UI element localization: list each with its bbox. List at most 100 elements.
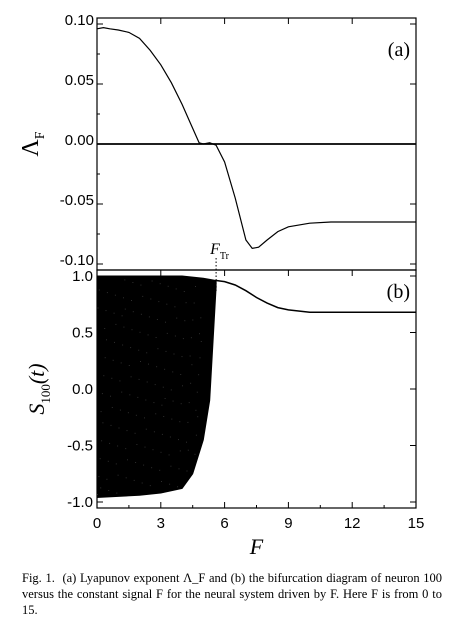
panel-b-texture-point (148, 363, 149, 365)
panel-b-texture-point (156, 366, 158, 368)
panel-b-texture-point (105, 310, 107, 312)
panel-b-texture-point (140, 361, 141, 362)
panel-b-xtick-label: 3 (157, 515, 165, 532)
panel-b-texture-point (133, 479, 135, 481)
panel-b-texture-point (187, 421, 189, 423)
panel-b-texture-point (145, 399, 147, 401)
caption-text: (a) Lyapunov exponent Λ_F and (b) the bi… (22, 571, 443, 617)
panel-b-label: (b) (387, 281, 410, 303)
panel-b-texture-point (145, 428, 147, 430)
panel-b-texture-point (119, 409, 121, 411)
panel-b-xtick-label: 0 (93, 515, 101, 532)
panel-b-texture-point (149, 485, 151, 487)
panel-b-texture-point (189, 355, 191, 357)
panel-b-texture-point (147, 334, 149, 336)
panel-b-texture-point (97, 494, 98, 496)
panel-b-texture-point (125, 477, 127, 479)
panel-b-texture-point (182, 385, 183, 387)
panel-b-texture-point (194, 453, 196, 455)
panel-b-texture-point (150, 298, 152, 300)
panel-b-texture-point (199, 357, 201, 359)
panel-b-texture-point (146, 381, 148, 383)
panel-b-texture-point (172, 371, 174, 373)
panel-b-texture-point (136, 444, 138, 445)
panel-b-texture-point (198, 374, 200, 376)
panel-b-texture-point (177, 486, 179, 488)
panel-b-texture-point (187, 449, 189, 451)
panel-b-texture-point (164, 368, 166, 370)
panel-b-texture-point (100, 411, 102, 413)
panel-b-texture-point (127, 459, 128, 461)
panel-a-lyapunov-curve (96, 26, 416, 250)
panel-b-texture-point (104, 328, 106, 329)
figure-caption: Fig. 1. (a) Lyapunov exponent Λ_F and (b… (22, 570, 442, 618)
figure: 0.10 0.05 0.00 -0.05 -0.10 (a) ΛF 1.0 0.5 0.0 -0.… (18, 12, 424, 559)
panel-b-texture-point (164, 398, 166, 399)
panel-b-texture-point (151, 467, 153, 469)
panel-b-texture-point (110, 395, 111, 397)
panel-b-texture-point (196, 391, 198, 393)
panel-b-texture-point (170, 465, 172, 467)
panel-b-texture-point (102, 422, 104, 424)
panel-b-texture-point (159, 469, 161, 471)
panel-b-texture-point (180, 403, 182, 405)
panel-b-chaotic-band (96, 275, 217, 499)
panel-b-texture-point (139, 331, 141, 333)
panel-b-texture-point (111, 407, 113, 408)
panel-b-texture-point (155, 413, 157, 415)
panel-b-texture-point (161, 404, 163, 406)
panel-b-texture-point (118, 427, 120, 429)
panel-b-texture-point (108, 490, 110, 491)
panel-b-texture-point (168, 454, 170, 456)
panel-b-texture-point (100, 487, 102, 489)
panel-b-texture-point (173, 353, 175, 355)
panel-b-texture-point (98, 476, 100, 478)
panel-a-ytick-label: -0.10 (60, 252, 94, 269)
panel-b-texture-point (184, 320, 186, 322)
panel-b-texture-point (179, 421, 181, 423)
panel-b-texture-point (140, 313, 142, 315)
panel-b-texture-point (119, 380, 121, 382)
panel-b-texture-point (123, 326, 125, 328)
panel-b-texture-point (115, 463, 117, 465)
panel-b-texture-point (134, 432, 136, 434)
panel-b-texture-point (138, 378, 140, 380)
panel-b-texture-point (112, 359, 114, 361)
panel-a-ytick-label: 0.00 (65, 132, 94, 149)
panel-b-texture-point (130, 347, 132, 349)
ftr-annotation: FTr (209, 241, 230, 262)
panel-b-texture-point (199, 333, 200, 335)
panel-b-texture-point (152, 449, 154, 451)
panel-b-fixed-branch (216, 279, 416, 313)
panel-b-texture-point (167, 285, 169, 287)
panel-b-texture-point (135, 414, 137, 416)
panel-b-texture-point (161, 433, 163, 435)
panel-b-texture-point (166, 303, 168, 305)
panel-b-texture-point (169, 483, 171, 485)
panel-b-texture-point (185, 302, 187, 304)
panel-b-texture-point (162, 386, 164, 388)
panel-b-texture-point (131, 329, 133, 331)
panel-b-texture-point (125, 448, 127, 450)
panel-b-texture-point (124, 279, 126, 281)
panel-b-texture-point (200, 341, 202, 342)
panel-b-texture-point (197, 416, 199, 418)
panel-b-texture-point (154, 384, 156, 386)
panel-b-texture-point (124, 308, 126, 310)
panel-b-texture-point (129, 394, 131, 396)
panel-b-texture-point (138, 349, 140, 351)
panel-b-texture-point (121, 315, 123, 317)
panel-b-texture-point (174, 306, 176, 308)
panel-a-ytick-label: 0.10 (65, 12, 94, 29)
panel-b-texture-point (182, 338, 184, 340)
panel-b-texture-point (181, 356, 183, 358)
panel-b-ytick-label: 0.5 (72, 325, 93, 342)
panel-b-texture-point (175, 288, 177, 290)
panel-a-ylabel: ΛF (18, 131, 48, 156)
panel-b-texture-point (131, 300, 132, 301)
panel-b-texture-point (186, 441, 187, 443)
panel-b-texture-point (135, 462, 137, 463)
panel-b-ytick-label: 1.0 (72, 268, 93, 285)
panel-b-texture-point (111, 377, 113, 379)
panel-b-texture-point (179, 450, 181, 452)
